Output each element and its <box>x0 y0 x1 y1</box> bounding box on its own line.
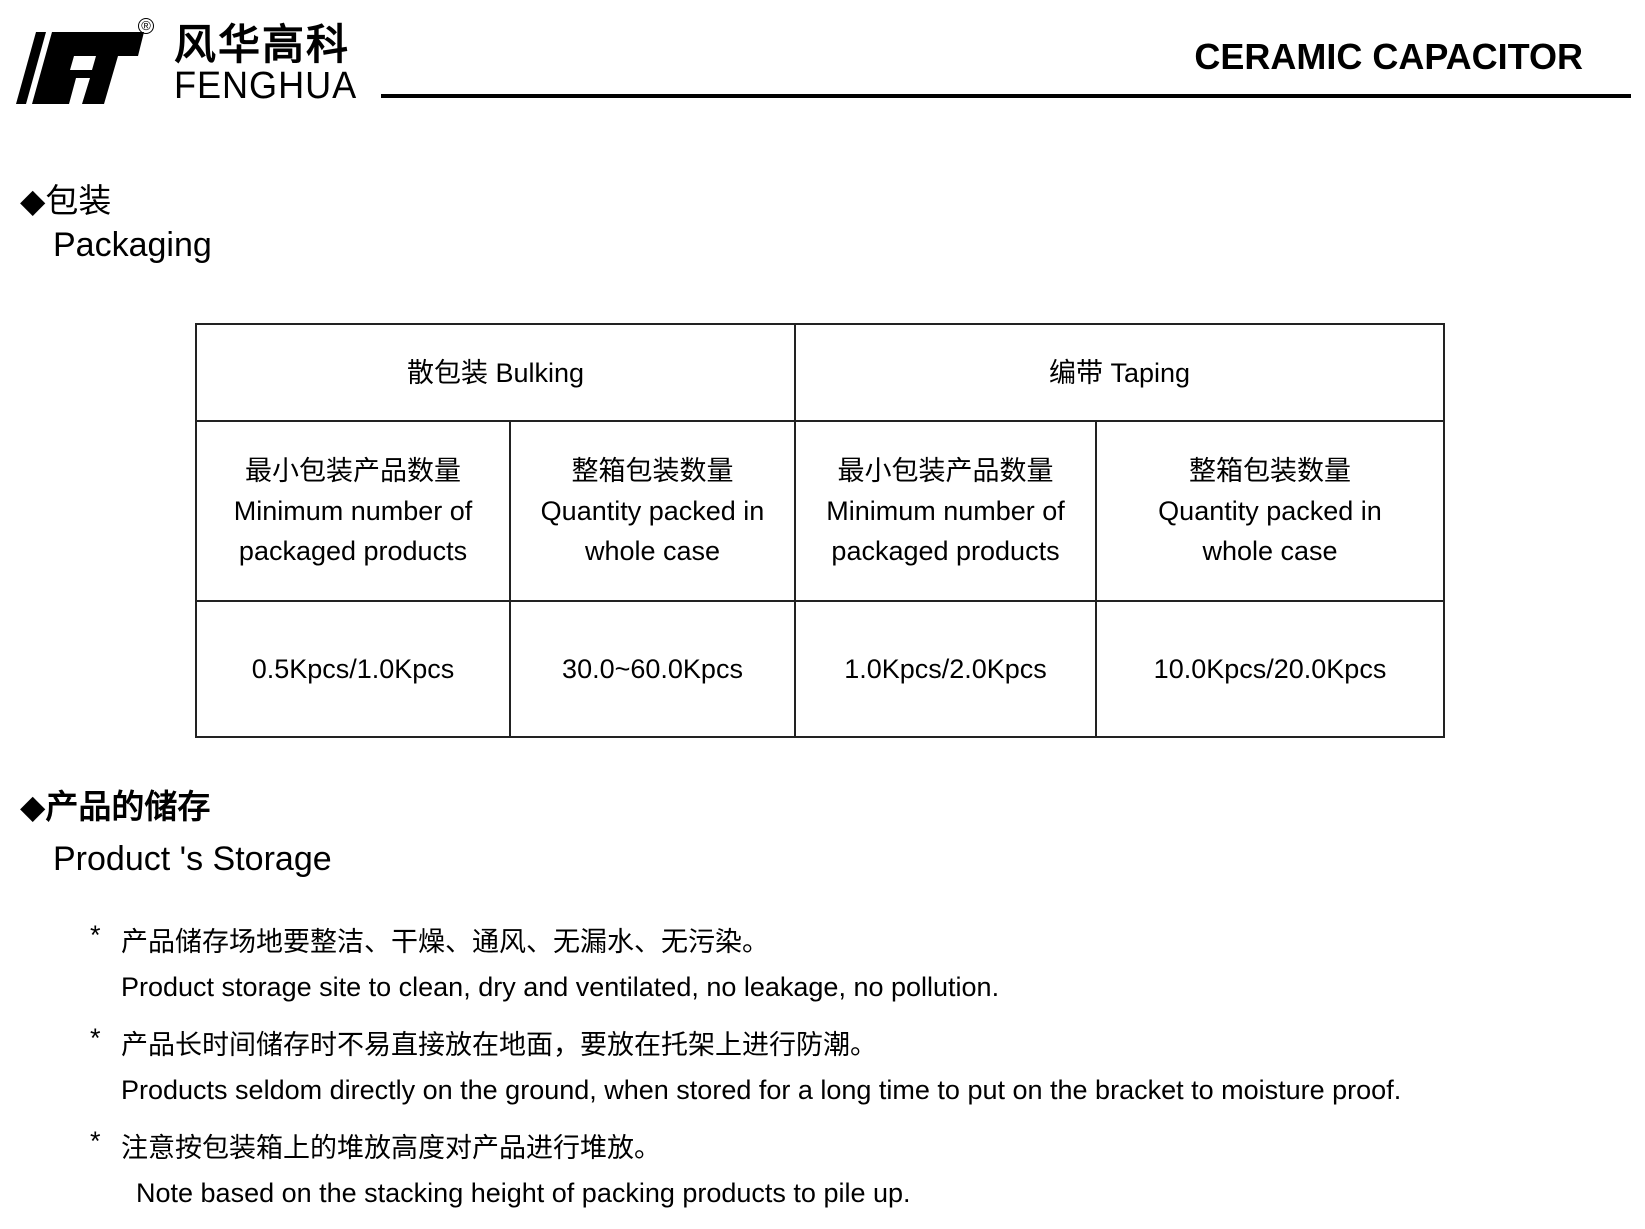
column-header-cn: 整箱包装数量 <box>1189 456 1351 486</box>
storage-heading-cn-text: 产品的储存 <box>45 788 211 825</box>
table-cell: 0.5Kpcs/1.0Kpcs <box>195 600 511 738</box>
column-header-en: Minimum number of <box>826 496 1065 526</box>
packaging-heading-cn-text: 包装 <box>45 182 112 219</box>
table-cell: 30.0~60.0Kpcs <box>509 600 796 738</box>
column-header-en: Quantity packed in <box>540 496 765 526</box>
storage-item-cn: 产品储存场地要整洁、干燥、通风、无漏水、无污染。 <box>121 927 769 957</box>
packaging-heading-en: Packaging <box>53 226 212 264</box>
asterisk-bullet-icon: * <box>90 920 101 950</box>
storage-item-cn: 产品长时间储存时不易直接放在地面，要放在托架上进行防潮。 <box>121 1030 877 1060</box>
storage-item-en: Note based on the stacking height of pac… <box>136 1178 911 1208</box>
table-header-row: 最小包装产品数量 Minimum number of packaged produc… <box>195 420 1445 602</box>
column-header: 最小包装产品数量 Minimum number of packaged produc… <box>195 420 511 602</box>
diamond-bullet-icon: ◆ <box>20 182 46 219</box>
storage-item-cn: 注意按包装箱上的堆放高度对产品进行堆放。 <box>121 1133 661 1163</box>
storage-heading-cn: ◆产品的储存 <box>20 780 210 828</box>
logo-english-text: FENGHUA <box>174 65 358 107</box>
diamond-bullet-icon: ◆ <box>20 788 46 825</box>
column-header-en: Quantity packed in <box>1158 496 1382 526</box>
column-header-cn: 最小包装产品数量 <box>837 456 1054 486</box>
logo-chinese-text: 风华高科 <box>174 21 351 68</box>
table-cell: 10.0Kpcs/20.0Kpcs <box>1095 600 1445 738</box>
table-group-row: 散包装 Bulking 编带 Taping <box>195 323 1445 422</box>
group-taping: 编带 Taping <box>794 323 1445 422</box>
document-title: CERAMIC CAPACITOR <box>1194 36 1583 77</box>
asterisk-bullet-icon: * <box>90 1126 101 1156</box>
column-header-en: packaged products <box>831 536 1060 566</box>
header-rule <box>381 94 1631 98</box>
column-header-en: whole case <box>584 536 721 566</box>
table-row: 0.5Kpcs/1.0Kpcs 30.0~60.0Kpcs 1.0Kpcs/2.… <box>195 600 1445 738</box>
column-header-en: packaged products <box>238 536 468 566</box>
registered-mark: ® <box>138 18 154 34</box>
group-bulking: 散包装 Bulking <box>195 323 796 422</box>
fenghua-logo-icon <box>14 26 144 106</box>
column-header-cn: 最小包装产品数量 <box>245 456 461 486</box>
packaging-heading-cn: ◆包装 <box>20 174 111 222</box>
asterisk-bullet-icon: * <box>90 1023 101 1053</box>
column-header: 整箱包装数量 Quantity packed in whole case <box>509 420 796 602</box>
column-header-cn: 整箱包装数量 <box>571 456 734 486</box>
column-header-en: Minimum number of <box>233 496 473 526</box>
storage-item-en: Products seldom directly on the ground, … <box>121 1075 1402 1105</box>
table-cell: 1.0Kpcs/2.0Kpcs <box>794 600 1097 738</box>
packaging-table: 散包装 Bulking 编带 Taping 最小包装产品数量 Minimum nu… <box>195 323 1445 738</box>
storage-item-en: Product storage site to clean, dry and v… <box>121 972 1000 1002</box>
column-header: 最小包装产品数量 Minimum number of packaged produc… <box>794 420 1097 602</box>
storage-heading-en: Product 's Storage <box>53 840 332 878</box>
column-header-en: whole case <box>1202 536 1338 566</box>
column-header: 整箱包装数量 Quantity packed in whole case <box>1095 420 1445 602</box>
